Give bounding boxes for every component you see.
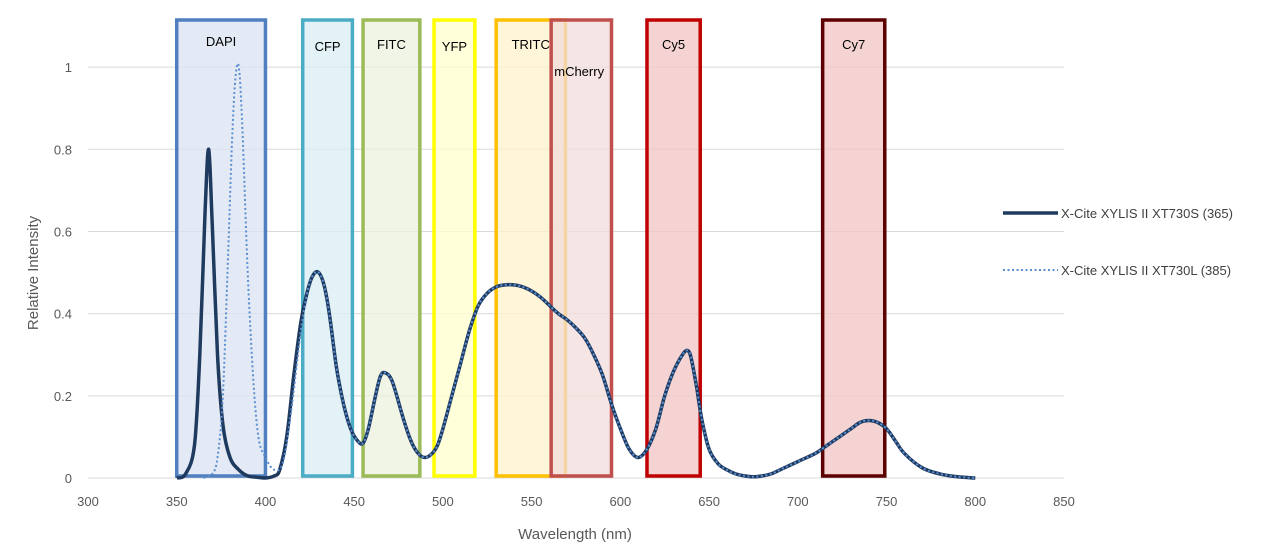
series-line-xt730l	[202, 62, 976, 479]
y-tick-label: 0	[65, 471, 72, 486]
y-tick-label: 0.8	[54, 142, 72, 157]
band-label-cy5: Cy5	[662, 37, 685, 52]
y-tick-label: 0.2	[54, 389, 72, 404]
x-tick-label: 800	[964, 494, 986, 509]
filter-bands	[174, 18, 887, 478]
band-label-mcherry: mCherry	[554, 64, 604, 79]
x-tick-label: 850	[1053, 494, 1075, 509]
band-label-cfp: CFP	[315, 39, 341, 54]
y-tick-label: 0.4	[54, 307, 72, 322]
x-tick-label: 500	[432, 494, 454, 509]
y-axis-title: Relative Intensity	[25, 215, 42, 330]
x-tick-label: 650	[698, 494, 720, 509]
legend-entry-xt730s: X-Cite XYLIS II XT730S (365)	[1061, 206, 1233, 221]
band-label-tritc: TRITC	[512, 37, 550, 52]
x-tick-label: 700	[787, 494, 809, 509]
band-cy5	[645, 18, 702, 478]
filter-band-labels: DAPI CFP FITC YFP TRITC mCherry Cy5 Cy7	[206, 34, 865, 79]
x-tick-label: 300	[77, 494, 99, 509]
band-label-cy7: Cy7	[842, 37, 865, 52]
x-tick-label: 750	[876, 494, 898, 509]
band-cy7	[820, 18, 887, 478]
band-mcherry	[549, 18, 614, 478]
x-axis-title: Wavelength (nm)	[518, 526, 632, 543]
x-tick-label: 450	[343, 494, 365, 509]
band-fitc	[361, 18, 422, 478]
x-axis: 300 350 400 450 500 550 600 650 700 750 800 850	[77, 494, 1075, 509]
x-tick-label: 400	[255, 494, 277, 509]
legend-entry-xt730l: X-Cite XYLIS II XT730L (385)	[1061, 263, 1231, 278]
band-label-dapi: DAPI	[206, 34, 236, 49]
y-axis: 0 0.2 0.4 0.6 0.8 1	[54, 60, 72, 486]
spectral-series	[175, 62, 976, 480]
y-tick-label: 0.6	[54, 224, 72, 239]
band-yfp	[432, 18, 477, 478]
band-label-yfp: YFP	[442, 39, 467, 54]
x-tick-label: 350	[166, 494, 188, 509]
x-tick-label: 550	[521, 494, 543, 509]
legend: X-Cite XYLIS II XT730S (365) X-Cite XYLI…	[1003, 206, 1233, 278]
x-tick-label: 600	[610, 494, 632, 509]
y-tick-label: 1	[65, 60, 72, 75]
band-label-fitc: FITC	[377, 37, 406, 52]
series-line-xt730s	[175, 147, 976, 480]
